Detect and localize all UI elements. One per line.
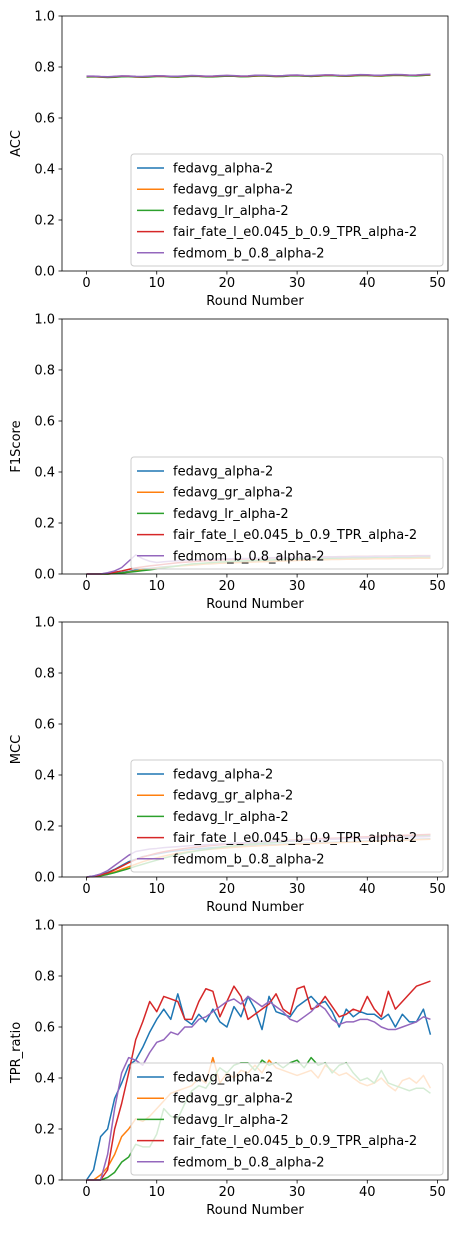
y-tick-label: 0.0 [34,265,55,280]
y-tick-label: 0.8 [34,61,55,76]
y-tick-label: 0.0 [34,871,55,886]
y-tick-label: 0.4 [34,1072,55,1087]
y-tick-label: 0.8 [34,970,55,985]
x-tick-label: 50 [429,276,446,291]
y-axis-label: ACC [9,130,24,157]
legend-label: fedmom_b_0.8_alpha-2 [173,549,325,564]
x-tick-label: 30 [289,276,306,291]
y-tick-label: 1.0 [34,919,55,934]
x-tick-label: 50 [429,579,446,594]
y-tick-label: 0.6 [34,718,55,733]
y-tick-label: 0.6 [34,112,55,127]
x-tick-label: 10 [148,276,165,291]
legend-box [130,759,444,873]
x-tick-label: 40 [359,276,376,291]
legend-label: fedavg_alpha-2 [173,768,273,783]
legend: fedavg_alpha-2 fedavg_gr_alpha-2 fedavg_lr… [130,759,444,873]
legend-label: fair_fate_l_e0.045_b_0.9_TPR_alpha-2 [173,831,417,846]
x-tick-label: 0 [82,276,90,291]
y-tick-label: 0.4 [34,163,55,178]
plot-frame [61,318,449,575]
legend-label: fedavg_alpha-2 [173,162,273,177]
y-tick-label: 0.4 [34,769,55,784]
x-tick-label: 50 [429,1185,446,1200]
y-tick-label: 0.2 [34,214,55,229]
y-axis-label: F1Score [9,420,24,472]
y-tick-label: 0.8 [34,667,55,682]
x-tick-label: 0 [82,1185,90,1200]
y-axis-label: MCC [9,735,24,764]
legend-label: fedavg_lr_alpha-2 [173,1113,289,1128]
y-tick-label: 0.2 [34,820,55,835]
x-axis-label: Round Number [206,597,304,612]
series-line-5 [86,73,431,78]
legend: fedavg_alpha-2 fedavg_gr_alpha-2 fedavg_lr… [130,1062,444,1176]
legend-label: fedmom_b_0.8_alpha-2 [173,246,325,261]
legend-box [130,1062,444,1176]
x-axis-label: Round Number [206,294,304,309]
legend-label: fedavg_gr_alpha-2 [173,1092,293,1107]
y-tick-label: 1.0 [34,313,55,328]
legend-label: fedmom_b_0.8_alpha-2 [173,1155,325,1170]
y-tick-label: 0.0 [34,1174,55,1189]
legend-box [130,456,444,570]
x-tick-label: 10 [148,579,165,594]
chart-panel-4: 0 10 20 30 40 50 0.0 0.2 0.4 0.6 0.8 1.0 Round Numbe… [9,919,449,1218]
x-tick-label: 50 [429,882,446,897]
legend-label: fair_fate_l_e0.045_b_0.9_TPR_alpha-2 [173,528,417,543]
x-tick-label: 0 [82,579,90,594]
series-line-4 [86,980,431,1181]
x-axis-label: Round Number [206,1203,304,1218]
x-tick-label: 0 [82,882,90,897]
y-tick-label: 0.6 [34,415,55,430]
x-tick-label: 40 [359,579,376,594]
x-tick-label: 40 [359,1185,376,1200]
legend-label: fedavg_alpha-2 [173,1071,273,1086]
x-tick-label: 20 [219,1185,236,1200]
plot-frame [61,15,449,272]
x-tick-label: 20 [219,579,236,594]
legend-label: fedavg_gr_alpha-2 [173,486,293,501]
plot-frame [61,924,449,1181]
chart-panel-3: 0 10 20 30 40 50 0.0 0.2 0.4 0.6 0.8 1.0 Round Numbe… [9,616,449,915]
y-tick-label: 1.0 [34,10,55,25]
legend-label: fedavg_gr_alpha-2 [173,789,293,804]
y-tick-label: 1.0 [34,616,55,631]
series-line-1 [85,993,432,1181]
y-tick-label: 0.4 [34,466,55,481]
legend-label: fedmom_b_0.8_alpha-2 [173,852,325,867]
y-tick-label: 0.8 [34,364,55,379]
x-tick-label: 30 [289,1185,306,1200]
x-tick-label: 10 [148,882,165,897]
x-axis-label: Round Number [206,900,304,915]
y-tick-label: 0.0 [34,568,55,583]
legend-label: fedavg_lr_alpha-2 [173,204,289,219]
legend-label: fedavg_alpha-2 [173,465,273,480]
legend-label: fedavg_lr_alpha-2 [173,507,289,522]
chart-panel-1: 0 10 20 30 40 50 0.0 0.2 0.4 0.6 0.8 1.0 Round Numbe… [9,10,449,309]
y-tick-label: 0.2 [34,517,55,532]
chart-panel-2: 0 10 20 30 40 50 0.0 0.2 0.4 0.6 0.8 1.0 Round Numbe… [9,313,449,612]
legend-label: fedavg_gr_alpha-2 [173,183,293,198]
x-tick-label: 20 [219,882,236,897]
legend-label: fair_fate_l_e0.045_b_0.9_TPR_alpha-2 [173,225,417,240]
y-tick-label: 0.6 [34,1021,55,1036]
legend: fedavg_alpha-2 fedavg_gr_alpha-2 fedavg_lr… [130,153,444,267]
legend: fedavg_alpha-2 fedavg_gr_alpha-2 fedavg_lr… [130,456,444,570]
y-tick-label: 0.2 [34,1123,55,1138]
plot-frame [61,621,449,878]
legend-box [130,153,444,267]
x-tick-label: 10 [148,1185,165,1200]
legend-label: fedavg_lr_alpha-2 [173,810,289,825]
legend-label: fair_fate_l_e0.045_b_0.9_TPR_alpha-2 [173,1134,417,1149]
x-tick-label: 20 [219,276,236,291]
x-tick-label: 30 [289,579,306,594]
x-tick-label: 40 [359,882,376,897]
x-tick-label: 30 [289,882,306,897]
y-axis-label: TPR_ratio [9,1022,24,1084]
